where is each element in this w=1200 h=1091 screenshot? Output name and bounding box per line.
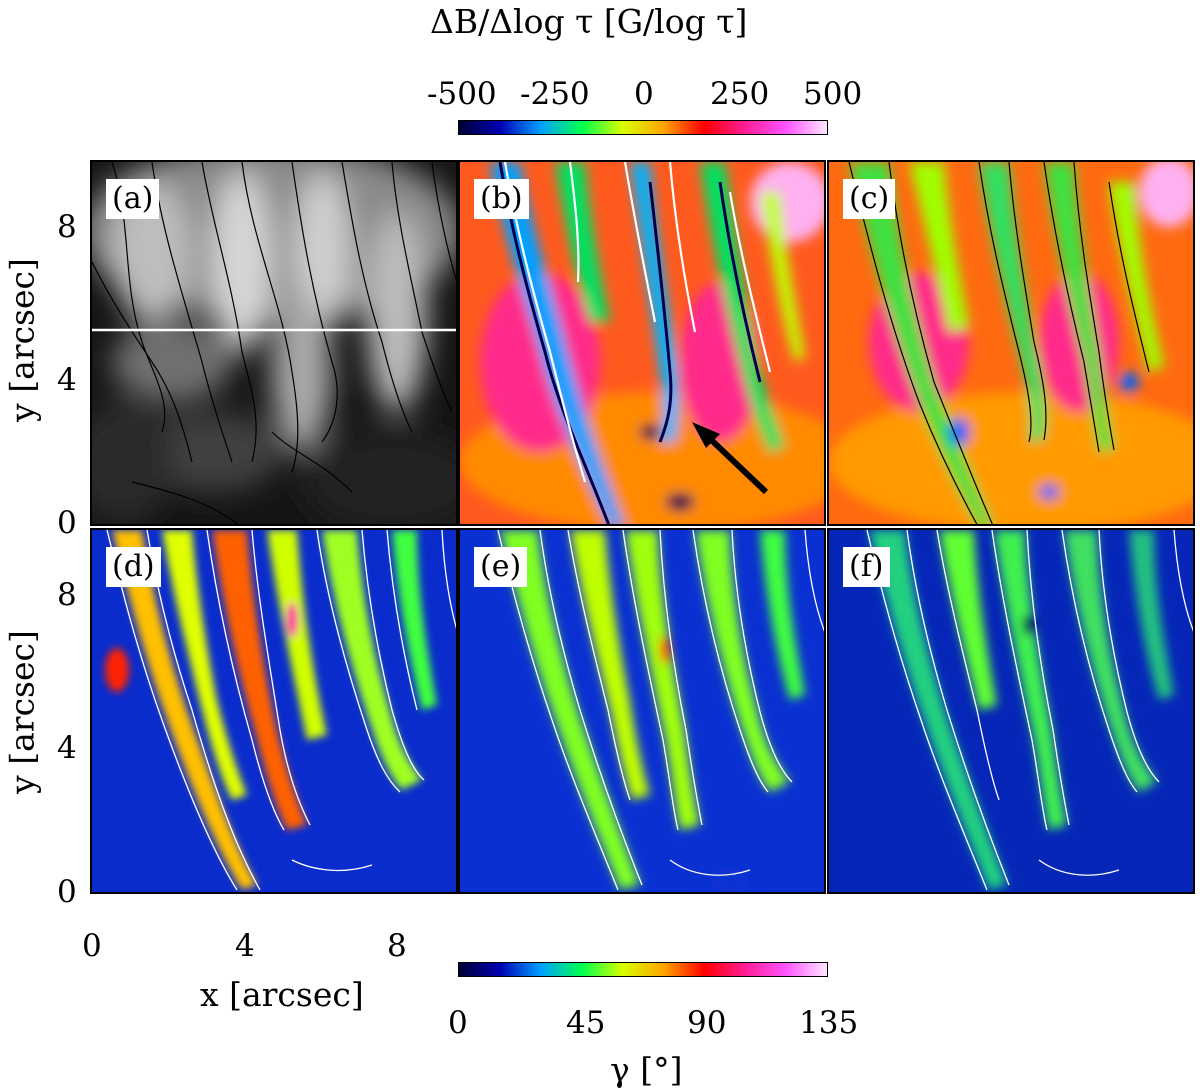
x-axis-label: x [arcsec] xyxy=(200,975,364,1014)
y-tick: 8 xyxy=(57,577,77,613)
y-axis-label-top: y [arcsec] xyxy=(2,258,42,422)
panel-label: (b) xyxy=(474,179,529,219)
top-colorbar-tick: 0 xyxy=(634,76,654,112)
panel-d: (d) xyxy=(90,528,458,894)
panel-label: (a) xyxy=(106,179,160,219)
y-tick: 4 xyxy=(57,362,77,398)
panel-label: (e) xyxy=(474,547,528,587)
y-tick: 0 xyxy=(57,505,77,541)
top-colorbar xyxy=(458,120,828,135)
bottom-colorbar-tick: 0 xyxy=(448,1005,468,1041)
bottom-colorbar-title: γ [°] xyxy=(610,1050,683,1089)
panel-e: (e) xyxy=(458,528,826,894)
y-tick: 8 xyxy=(57,209,77,245)
panel-label: (d) xyxy=(106,547,161,587)
top-colorbar-tick: 500 xyxy=(803,76,863,112)
panel-b: (b) xyxy=(458,160,826,526)
x-tick: 8 xyxy=(387,928,407,964)
top-colorbar-tick: -500 xyxy=(427,76,497,112)
top-colorbar-tick: 250 xyxy=(710,76,770,112)
x-tick: 4 xyxy=(235,928,255,964)
y-axis-label-bottom: y [arcsec] xyxy=(2,630,42,794)
y-tick: 0 xyxy=(57,874,77,910)
bottom-colorbar-tick: 135 xyxy=(799,1005,859,1041)
x-tick: 0 xyxy=(82,928,102,964)
panel-label: (c) xyxy=(843,179,896,219)
bottom-colorbar-tick: 90 xyxy=(687,1005,727,1041)
top-colorbar-tick: -250 xyxy=(520,76,590,112)
y-tick: 4 xyxy=(57,730,77,766)
panel-c: (c) xyxy=(827,160,1195,526)
panel-a: (a) xyxy=(90,160,458,526)
bottom-colorbar xyxy=(458,962,828,977)
panel-label: (f) xyxy=(843,547,890,587)
panel-f: (f) xyxy=(827,528,1195,894)
bottom-colorbar-tick: 45 xyxy=(566,1005,606,1041)
top-colorbar-title: ΔB/Δlog τ [G/log τ] xyxy=(430,2,748,41)
